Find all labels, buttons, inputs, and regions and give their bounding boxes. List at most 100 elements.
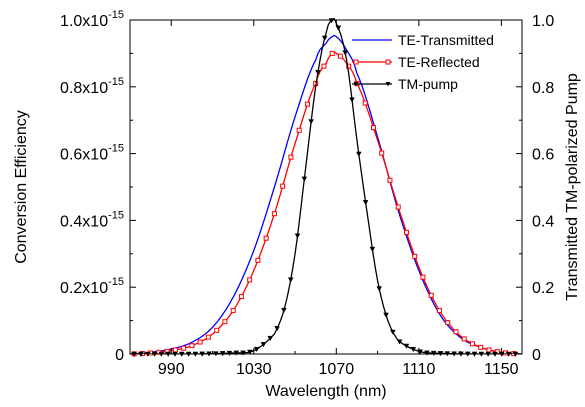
te-reflected-marker xyxy=(395,204,401,210)
tm-pump-marker xyxy=(219,351,226,357)
tm-pump-marker xyxy=(335,25,342,31)
tm-pump-marker xyxy=(424,350,430,356)
te-reflected-marker xyxy=(403,229,409,235)
tm-pump-marker xyxy=(301,176,308,182)
y-right-tick-label: 0.4 xyxy=(532,213,554,230)
te-reflected-marker xyxy=(469,341,475,347)
y-right-tick-label: 1.0 xyxy=(532,13,554,30)
tm-pump-marker xyxy=(226,350,233,357)
x-tick-label: 990 xyxy=(158,361,185,378)
tm-pump-marker xyxy=(158,351,165,357)
tm-pump-marker xyxy=(430,350,437,357)
tm-pump-marker xyxy=(138,351,144,357)
te-reflected-marker xyxy=(238,294,244,300)
legend-marker-te-reflected xyxy=(353,59,359,65)
te-reflected-marker xyxy=(329,50,335,56)
x-axis-title: Wavelength (nm) xyxy=(265,383,386,400)
y-left-tick-label: 0 xyxy=(115,347,124,364)
te-reflected-marker xyxy=(230,308,236,314)
te-reflected-marker xyxy=(255,257,261,263)
tm-pump-marker xyxy=(342,50,349,56)
y-left-tick-label: 0.2x10-15 xyxy=(60,276,124,297)
tm-pump-marker xyxy=(321,35,328,41)
tm-pump-marker xyxy=(396,339,403,345)
tm-pump-marker xyxy=(260,342,267,348)
tm-pump-marker xyxy=(247,349,253,355)
te-reflected-marker xyxy=(304,101,310,107)
tm-pump-marker xyxy=(165,351,171,357)
te-reflected-marker xyxy=(214,327,220,333)
tm-pump-marker xyxy=(485,351,491,357)
tm-pump-marker xyxy=(315,70,321,76)
tm-pump-marker xyxy=(253,346,260,353)
y-right-tick-label: 0 xyxy=(532,347,541,364)
tm-pump-marker xyxy=(151,351,158,357)
y-right-tick-label: 0.6 xyxy=(532,147,554,164)
x-tick-label: 1030 xyxy=(236,361,272,378)
tm-pump-marker xyxy=(383,312,389,318)
te-reflected-marker xyxy=(362,100,368,106)
tm-pump-marker xyxy=(172,351,178,357)
te-reflected-marker xyxy=(420,274,426,280)
tm-pump-marker xyxy=(376,286,383,292)
tm-pump-marker xyxy=(274,326,280,332)
tm-pump-marker xyxy=(206,351,212,357)
tm-pump-marker xyxy=(349,97,355,103)
te-reflected-marker xyxy=(181,345,187,351)
tm-pump-marker xyxy=(308,119,314,125)
legend-marker-tm-pump xyxy=(353,82,359,87)
tm-pump-marker xyxy=(362,200,369,206)
te-reflected-marker xyxy=(172,347,178,353)
tm-pump-marker xyxy=(492,351,498,357)
tm-pump-marker xyxy=(213,351,219,357)
tm-pump-marker xyxy=(444,351,451,357)
tm-pump-marker xyxy=(192,351,199,357)
te-reflected-marker xyxy=(370,125,376,131)
te-reflected-marker xyxy=(428,292,434,298)
te-reflected-marker xyxy=(379,150,385,156)
y-right-axis-title: Transmitted TM-polarized Pump xyxy=(564,73,581,301)
legend-label-tm-pump: TM-pump xyxy=(398,76,458,92)
y-left-tick-label: 0.8x10-15 xyxy=(60,76,124,97)
tm-pump-marker xyxy=(464,351,471,357)
series-line-te-transmitted xyxy=(130,34,522,354)
legend-marker-tm-pump xyxy=(385,82,391,87)
te-reflected-marker xyxy=(321,63,327,69)
tm-pump-marker xyxy=(355,151,362,157)
y-left-tick-label: 0.4x10-15 xyxy=(60,209,124,230)
y-left-tick-label: 1.0x10-15 xyxy=(60,9,124,30)
tm-pump-marker xyxy=(403,343,410,349)
te-reflected-marker xyxy=(453,329,459,335)
te-reflected-marker xyxy=(189,343,195,349)
te-reflected-marker xyxy=(412,253,418,259)
te-reflected-marker xyxy=(296,127,302,133)
tm-pump-marker xyxy=(471,351,478,357)
te-reflected-marker xyxy=(445,320,451,326)
te-reflected-marker xyxy=(197,339,203,345)
tm-pump-marker xyxy=(287,277,294,283)
te-reflected-marker xyxy=(387,177,393,183)
tm-pump-marker xyxy=(240,350,246,356)
x-tick-label: 1070 xyxy=(319,361,355,378)
te-reflected-marker xyxy=(205,334,211,340)
series-line-te-reflected xyxy=(130,51,522,354)
te-reflected-marker xyxy=(436,308,442,314)
te-reflected-marker xyxy=(271,211,277,217)
te-reflected-marker xyxy=(288,154,294,160)
x-tick-label: 1150 xyxy=(484,361,519,378)
te-reflected-marker xyxy=(222,319,228,325)
te-reflected-marker xyxy=(280,183,286,189)
tm-pump-marker xyxy=(178,351,185,357)
y-right-tick-label: 0.8 xyxy=(532,80,554,97)
x-tick-label: 1110 xyxy=(402,361,435,378)
te-reflected-marker xyxy=(263,235,269,241)
tm-pump-marker xyxy=(233,350,240,356)
te-reflected-marker xyxy=(247,277,253,283)
y-left-axis-title: Conversion Efficiency xyxy=(13,110,30,264)
te-reflected-marker xyxy=(486,347,492,353)
te-reflected-marker xyxy=(337,53,343,59)
legend-marker-te-reflected xyxy=(385,59,391,65)
legend-label-te-reflected: TE-Reflected xyxy=(398,54,480,70)
y-right-tick-label: 0.2 xyxy=(532,280,554,297)
